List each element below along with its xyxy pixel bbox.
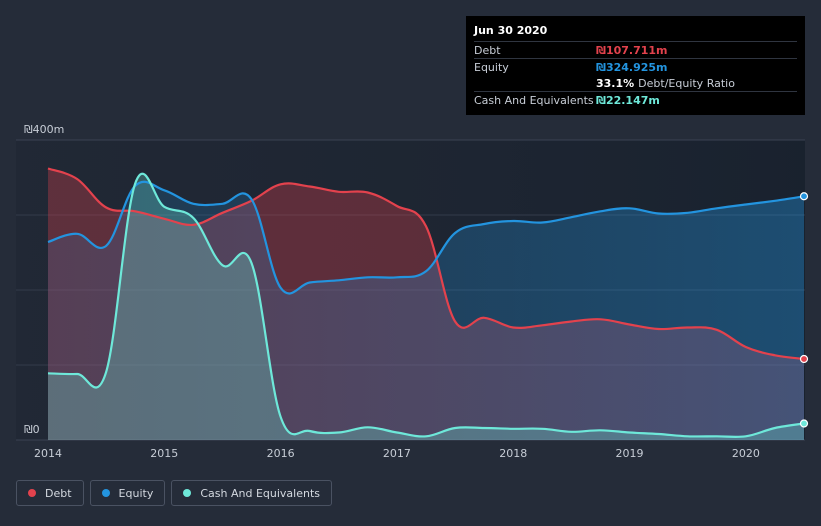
cash-end-marker <box>799 419 809 428</box>
tooltip-equity-label: Equity <box>474 60 509 74</box>
debt-dot-icon <box>28 489 36 497</box>
equity-end-marker <box>799 192 809 201</box>
cash-dot-icon <box>183 489 192 497</box>
x-tick-label: 2019 <box>616 447 644 460</box>
legend: Debt Equity Cash And Equivalents <box>16 480 332 506</box>
tooltip-panel: Jun 30 2020 Debt ₪107.711m Equity ₪324.9… <box>466 16 805 115</box>
tooltip-cash-value: ₪22.147m <box>596 93 660 107</box>
legend-label-equity: Equity <box>118 486 154 500</box>
tooltip-row-debt: Debt ₪107.711m <box>474 41 797 58</box>
legend-item-debt[interactable]: Debt <box>16 480 84 506</box>
x-tick-label: 2018 <box>499 447 527 460</box>
y-tick-label: ₪400m <box>24 123 64 136</box>
tooltip-ratio-label: Debt/Equity Ratio <box>638 76 735 90</box>
legend-label-debt: Debt <box>45 486 72 500</box>
legend-item-equity[interactable]: Equity <box>89 480 166 506</box>
x-tick-label: 2016 <box>267 447 295 460</box>
tooltip-ratio-value: 33.1% <box>596 76 635 90</box>
x-tick-label: 2014 <box>34 447 62 460</box>
equity-line <box>47 180 805 295</box>
tooltip-debt-label: Debt <box>474 43 501 57</box>
debt-line <box>47 167 805 361</box>
y-tick-label: ₪0 <box>24 423 40 436</box>
legend-label-cash: Cash And Equivalents <box>200 486 320 500</box>
debt-end-marker <box>799 354 809 364</box>
tooltip-equity-value: ₪324.925m <box>596 60 668 74</box>
tooltip-debt-value: ₪107.711m <box>596 43 668 57</box>
x-tick-label: 2020 <box>732 447 760 460</box>
tooltip-row-cash: Cash And Equivalents ₪22.147m <box>474 91 797 108</box>
cash-area <box>48 173 804 440</box>
x-tick-label: 2015 <box>150 447 178 460</box>
equity-dot-icon <box>101 489 110 497</box>
tooltip-row-ratio: 33.1% Debt/Equity Ratio <box>474 75 797 91</box>
tooltip-row-equity: Equity ₪324.925m <box>474 58 797 75</box>
tooltip-date: Jun 30 2020 <box>474 24 548 37</box>
x-tick-label: 2017 <box>383 447 411 460</box>
legend-item-cash[interactable]: Cash And Equivalents <box>171 480 332 506</box>
equity-area <box>48 181 804 441</box>
tooltip-cash-label: Cash And Equivalents <box>474 93 594 107</box>
cash-line <box>47 172 805 439</box>
